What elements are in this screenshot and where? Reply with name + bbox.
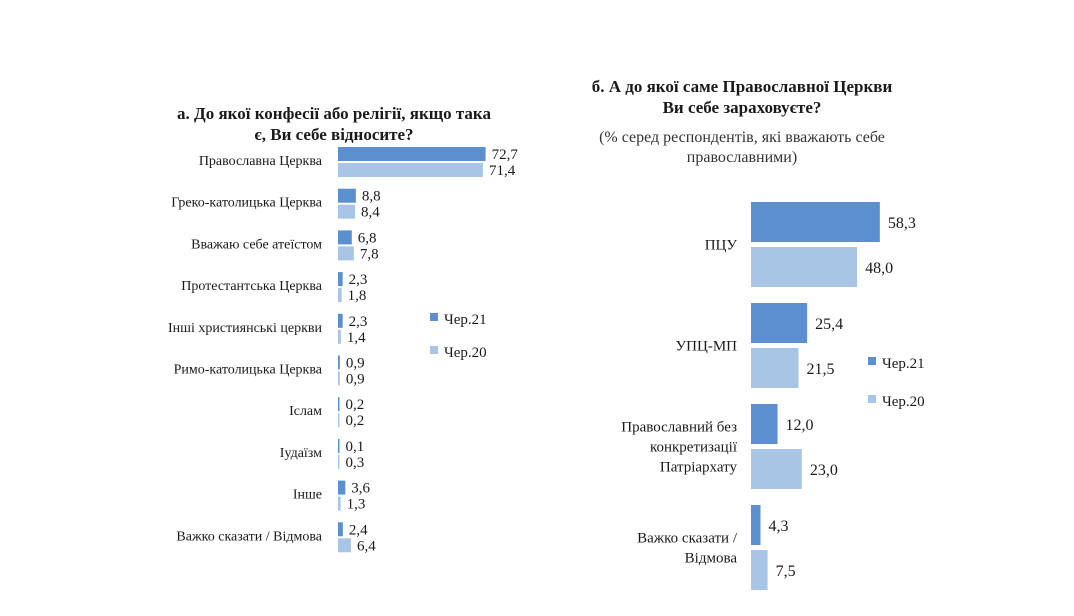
chart-a-category-label: Важко сказати / Відмова — [176, 529, 322, 544]
chart-b-subtitle-line-2: православними) — [687, 149, 797, 166]
chart-a-value-label: 2,3 — [349, 272, 368, 288]
chart-a-bar — [338, 288, 342, 303]
chart-a-bar — [338, 454, 340, 469]
chart-b-bar — [751, 404, 778, 444]
chart-b-category-label: Православний без — [621, 420, 737, 436]
chart-b-value-label: 7,5 — [776, 563, 796, 580]
chart-b-category-label: Відмова — [685, 551, 738, 567]
chart-b-legend-swatch-2 — [868, 395, 876, 403]
chart-b-category-label: Патріархату — [660, 460, 738, 476]
chart-a-value-label: 7,8 — [360, 246, 379, 262]
chart-a-value-label: 6,8 — [358, 230, 377, 246]
chart-a-value-label: 3,6 — [351, 481, 370, 497]
chart-a-value-label: 0,2 — [346, 397, 365, 413]
chart-a-bar — [338, 522, 343, 537]
chart-a-bar — [338, 230, 352, 245]
chart-b-category-label: Важко сказати / — [637, 531, 738, 547]
chart-a-value-label: 1,8 — [348, 288, 367, 304]
chart-b-bar — [751, 348, 799, 388]
chart-a-value-label: 2,3 — [349, 314, 368, 330]
chart-b-category-label: ПЦУ — [705, 238, 738, 254]
chart-a-legend-swatch-2 — [430, 346, 438, 354]
chart-b-value-label: 4,3 — [769, 518, 789, 535]
chart-a-value-label: 0,1 — [346, 439, 365, 455]
chart-a-bar — [338, 313, 343, 328]
chart-a-legend-swatch-1 — [430, 313, 438, 321]
chart-b-subtitle-line-1: (% серед респондентів, які вважають себе — [599, 129, 885, 146]
chart-a-value-label: 2,4 — [349, 522, 368, 538]
chart-a-category-label: Іслам — [289, 404, 322, 419]
chart-a-bar — [338, 246, 354, 261]
chart-a-value-label: 1,3 — [347, 497, 366, 513]
chart-b-value-label: 25,4 — [815, 316, 843, 333]
chart-a-category-label: Вважаю себе атеїстом — [191, 237, 322, 252]
chart-a-value-label: 0,2 — [346, 413, 365, 429]
chart-a-value-label: 72,7 — [492, 147, 519, 163]
chart-b-bar — [751, 550, 768, 590]
chart-a-bar — [338, 272, 343, 287]
chart-a-category-label: Іудаїзм — [280, 446, 322, 461]
chart-a-title-line-1: а. До якої конфесії або релігії, якщо та… — [177, 104, 491, 123]
chart-a-bar — [338, 480, 346, 495]
chart-b-bar — [751, 449, 802, 489]
chart-b-category-label: УПЦ-МП — [676, 339, 738, 355]
chart-a-value-label: 8,8 — [362, 189, 381, 205]
chart-a-value-label: 0,9 — [346, 372, 365, 388]
chart-a-legend-label-2: Чер.20 — [444, 345, 487, 361]
chart-a-bar — [338, 438, 340, 453]
chart-b-legend-swatch-1 — [868, 357, 876, 365]
chart-a-bar — [338, 204, 356, 219]
chart-b-category-label: конкретизації — [650, 440, 738, 456]
chart-b-bar — [751, 202, 880, 242]
chart-b-value-label: 12,0 — [786, 417, 814, 434]
chart-a-category-label: Протестантська Церква — [181, 279, 323, 294]
chart-a-bar — [338, 163, 483, 177]
chart-b-value-label: 48,0 — [865, 260, 893, 277]
chart-a-bar — [338, 413, 340, 428]
chart-b-value-label: 58,3 — [888, 215, 916, 232]
chart-b-legend-label-2: Чер.20 — [882, 394, 925, 410]
chart-a-category-label: Римо-католицька Церква — [174, 363, 323, 378]
chart-a-bar — [338, 397, 340, 412]
chart-a-category-label: Інше — [293, 488, 322, 503]
chart-a-category-label: Православна Церква — [199, 154, 323, 169]
chart-a-value-label: 6,4 — [357, 538, 376, 554]
chart-a-bar — [338, 496, 341, 511]
chart-a-bar — [338, 188, 356, 203]
chart-a-bar — [338, 538, 351, 553]
chart-a-value-label: 71,4 — [489, 163, 516, 179]
chart-a-category-label: Греко-католицька Церква — [171, 196, 323, 211]
chart-b-title-line-2: Ви себе зараховуєте? — [663, 98, 822, 117]
chart-b-bar — [751, 303, 808, 343]
chart-b-bar — [751, 505, 761, 545]
chart-b-legend-label-1: Чер.21 — [882, 356, 925, 372]
chart-b-value-label: 23,0 — [810, 462, 838, 479]
chart-a-value-label: 0,3 — [346, 455, 365, 471]
chart-a-bar — [338, 329, 341, 344]
chart-b-title-line-1: б. А до якої саме Православної Церкви — [592, 77, 893, 96]
chart-a-value-label: 8,4 — [361, 205, 380, 221]
chart-a-category-label: Інші християнські церкви — [168, 321, 322, 336]
chart-a-bar — [338, 147, 486, 161]
chart-a-bar — [338, 371, 340, 386]
chart-a-legend-label-1: Чер.21 — [444, 312, 487, 328]
chart-b-value-label: 21,5 — [807, 361, 835, 378]
chart-a-value-label: 0,9 — [346, 356, 365, 372]
chart-a-bar — [338, 355, 340, 370]
chart-a-value-label: 1,4 — [347, 330, 366, 346]
chart-a-title-line-2: є, Ви себе відносите? — [254, 125, 413, 144]
chart-b-bar — [751, 247, 858, 287]
